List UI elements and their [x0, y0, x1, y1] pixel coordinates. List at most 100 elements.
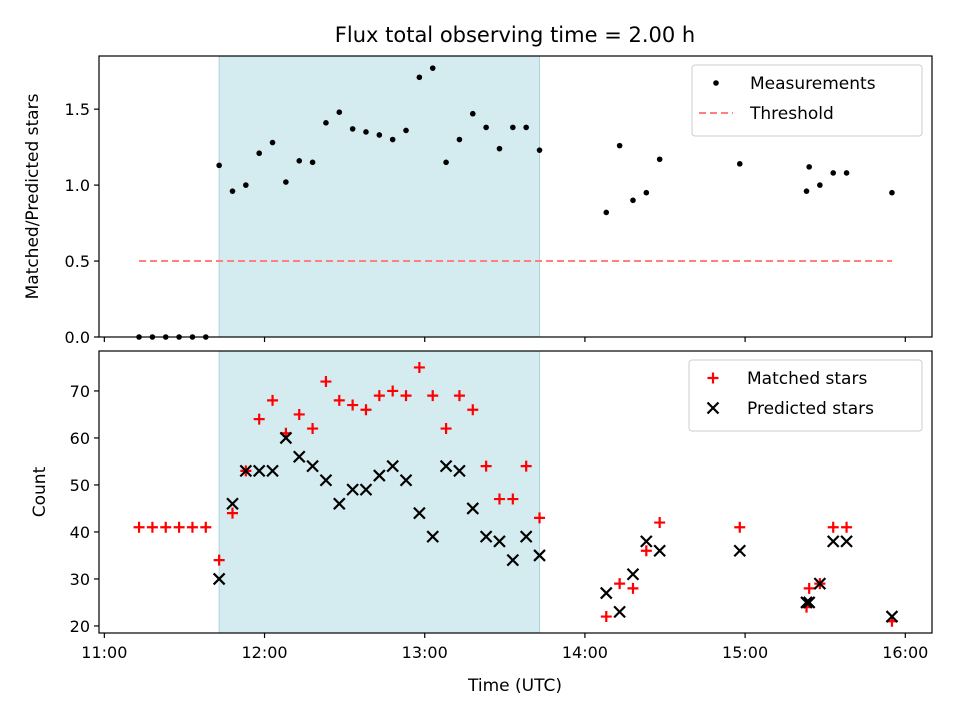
data-point — [413, 361, 425, 373]
data-point — [653, 544, 666, 558]
data-point — [386, 459, 399, 473]
data-point — [616, 142, 623, 149]
data-point — [400, 390, 412, 402]
data-point — [307, 423, 319, 435]
legend-box — [688, 359, 923, 432]
x-tick-label: 11:00 — [81, 643, 127, 662]
data-point — [654, 517, 666, 529]
y-tick-label: 1.5 — [65, 100, 90, 119]
data-point — [614, 578, 626, 590]
data-point — [507, 493, 519, 505]
data-point — [599, 586, 613, 600]
data-point — [841, 521, 853, 533]
data-point — [186, 521, 198, 533]
data-point — [226, 507, 238, 519]
data-point — [373, 469, 386, 482]
data-point — [510, 124, 516, 131]
data-point — [212, 572, 226, 586]
data-point — [803, 188, 810, 194]
data-point — [253, 413, 265, 425]
data-point — [403, 127, 409, 134]
data-point — [429, 65, 436, 71]
data-point — [426, 530, 440, 543]
data-point — [252, 464, 266, 478]
data-point — [427, 390, 439, 402]
data-point — [333, 497, 346, 511]
data-point — [813, 577, 827, 590]
data-point — [306, 459, 319, 473]
data-point — [627, 582, 639, 594]
data-point — [283, 179, 289, 185]
legend-marker — [706, 401, 720, 415]
bottom-plot-counts: 20 30 40 50 60 70 11:00 12:00 13:00 14:00 15:00 16:… — [30, 350, 933, 662]
legend-box — [691, 64, 923, 137]
data-point — [493, 493, 505, 505]
data-point — [292, 450, 306, 464]
top-plot-ratio: 0.0 0.5 1.0 1.5 Matched/Predicted stars Measu… — [23, 55, 933, 347]
data-point — [453, 390, 465, 402]
data-point — [840, 535, 853, 548]
data-point — [523, 124, 529, 131]
x-axis-label: Time (UTC) — [467, 676, 562, 696]
data-point — [296, 158, 303, 164]
y-tick-label: 40 — [70, 523, 90, 542]
data-point — [506, 553, 520, 567]
legend-marker — [707, 372, 719, 384]
data-point — [133, 521, 145, 533]
legend-label: Threshold — [749, 104, 834, 124]
data-point — [626, 567, 640, 581]
legend: Measurements Threshold — [691, 64, 923, 137]
data-point — [346, 483, 359, 496]
data-point — [160, 521, 172, 533]
legend-label: Measurements — [750, 74, 876, 94]
data-point — [267, 394, 279, 406]
y-tick-label: 1.0 — [65, 176, 90, 195]
data-point — [173, 521, 185, 533]
x-tick-label: 12:00 — [241, 643, 287, 662]
data-point — [213, 554, 225, 566]
data-point — [293, 408, 305, 420]
y-tick-label: 60 — [70, 429, 90, 448]
data-point — [443, 159, 449, 166]
observing-window-shade — [218, 55, 541, 338]
data-point — [279, 431, 293, 445]
series-predicted-stars — [212, 431, 899, 623]
data-point — [469, 110, 476, 117]
y-tick-label: 0.5 — [65, 252, 90, 271]
axes-frame — [98, 350, 933, 634]
data-point — [146, 521, 158, 533]
legend-label: Matched stars — [747, 369, 867, 389]
data-point — [359, 483, 373, 496]
legend-marker — [713, 80, 719, 86]
data-point — [480, 460, 492, 472]
data-point — [456, 136, 463, 143]
data-point — [320, 376, 332, 388]
data-point — [736, 161, 743, 167]
data-point — [373, 390, 385, 402]
data-point — [416, 74, 423, 81]
data-point — [243, 182, 249, 188]
data-point — [440, 423, 452, 435]
axes-frame — [98, 55, 933, 338]
data-point — [266, 464, 279, 478]
y-tick-label: 30 — [70, 570, 90, 589]
legend: Matched stars Predicted stars — [688, 359, 923, 432]
data-point — [399, 473, 413, 487]
data-point — [229, 188, 236, 194]
data-point — [603, 209, 610, 216]
data-point — [817, 182, 823, 188]
data-point — [269, 139, 276, 146]
y-tick-label: 50 — [70, 476, 90, 495]
data-point — [656, 156, 663, 163]
y-tick-label: 20 — [70, 617, 90, 636]
y-tick-label: 0.0 — [65, 328, 90, 347]
data-point — [640, 535, 653, 548]
data-point — [889, 189, 895, 196]
data-point — [613, 605, 626, 619]
y-axis-label: Matched/Predicted stars — [23, 93, 43, 299]
y-axis-label: Count — [30, 466, 50, 517]
data-point — [319, 473, 333, 487]
data-point — [734, 521, 746, 533]
data-point — [333, 394, 345, 406]
